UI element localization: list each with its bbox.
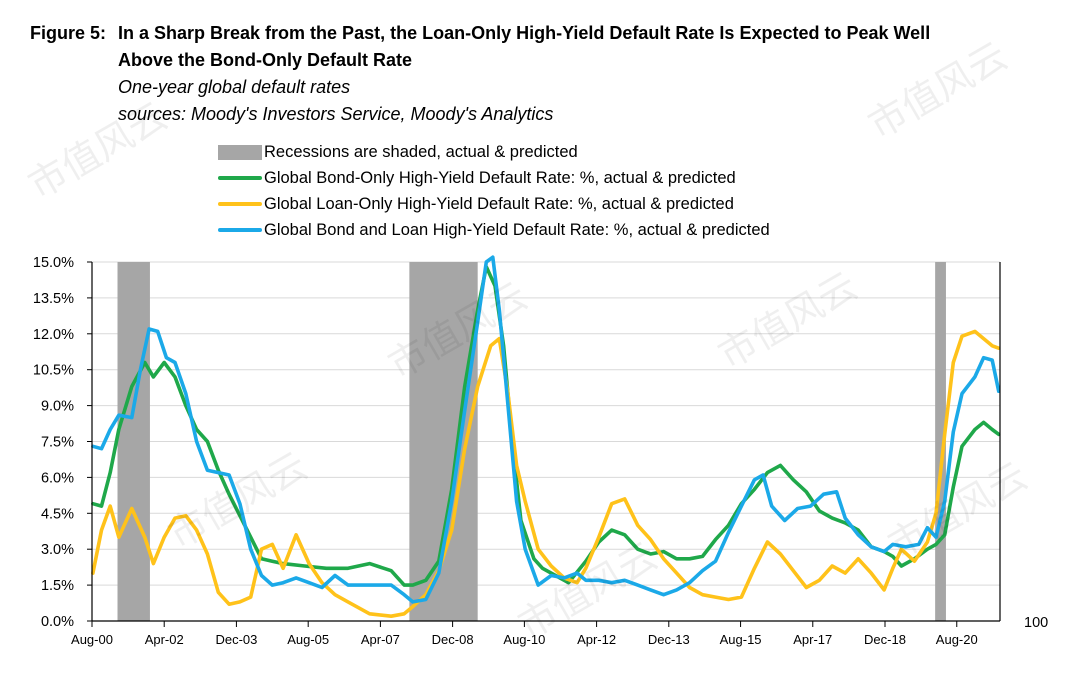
x-tick-label: Aug-15 <box>720 632 762 647</box>
x-tick-label: Aug-05 <box>287 632 329 647</box>
bond-loan-line <box>91 255 1001 604</box>
x-tick-label: Dec-03 <box>215 632 257 647</box>
y-tick-label: 10.5% <box>33 363 74 379</box>
x-tick-label: Apr-07 <box>361 632 400 647</box>
y-tick-label: 3.0% <box>41 542 74 558</box>
figure-title: Figure 5: In a Sharp Break from the Past… <box>30 20 1070 74</box>
x-tick-label: Dec-08 <box>432 632 474 647</box>
legend-item-bond-loan: Global Bond and Loan High-Yield Default … <box>218 217 770 243</box>
y-tick-label: 7.5% <box>41 435 74 451</box>
legend-label-loan-only: Global Loan-Only High-Yield Default Rate… <box>264 194 734 213</box>
legend-label-bond-loan: Global Bond and Loan High-Yield Default … <box>264 220 770 239</box>
right-axis-label: 100 <box>1024 615 1048 631</box>
bond-only-swatch <box>218 176 262 180</box>
x-tick-label: Aug-10 <box>503 632 545 647</box>
loan-only-swatch <box>218 202 262 206</box>
x-tick-label: Apr-12 <box>577 632 616 647</box>
y-tick-label: 9.0% <box>41 399 74 415</box>
x-tick-label: Dec-13 <box>648 632 690 647</box>
x-tick-label: Dec-18 <box>864 632 906 647</box>
series-lines <box>91 255 1001 619</box>
recession-band <box>935 262 946 621</box>
x-tick-label: Apr-17 <box>793 632 832 647</box>
chart-header: Figure 5: In a Sharp Break from the Past… <box>30 20 1070 128</box>
y-tick-label: 12.0% <box>33 327 74 343</box>
y-tick-label: 4.5% <box>41 506 74 522</box>
chart-legend: Recessions are shaded, actual & predicte… <box>218 139 770 243</box>
legend-label-bond-only: Global Bond-Only High-Yield Default Rate… <box>264 168 736 187</box>
chart-sources: sources: Moody's Investors Service, Mood… <box>118 104 554 124</box>
legend-item-recession: Recessions are shaded, actual & predicte… <box>218 139 770 165</box>
recession-swatch <box>218 144 262 160</box>
y-tick-label: 1.5% <box>41 578 74 594</box>
x-tick-label: Aug-00 <box>71 632 113 647</box>
y-tick-label: 15.0% <box>33 255 74 271</box>
loan-only-line <box>91 329 1001 619</box>
chart-subtitle: One-year global default rates <box>118 77 351 97</box>
legend-item-loan-only: Global Loan-Only High-Yield Default Rate… <box>218 191 770 217</box>
legend-label-recession: Recessions are shaded, actual & predicte… <box>264 142 578 161</box>
y-tick-label: 13.5% <box>33 291 74 307</box>
x-tick-label: Apr-02 <box>145 632 184 647</box>
y-tick-label: 0.0% <box>41 614 74 630</box>
figure-title-text: In a Sharp Break from the Past, the Loan… <box>118 23 931 70</box>
axes: 0.0% 1.5% 3.0% 4.5% 6.0% 7.5% 9.0% 10.5% 12.0% 13… <box>33 255 1048 647</box>
bond-loan-swatch <box>218 228 262 232</box>
recession-band <box>117 262 150 621</box>
x-tick-label: Aug-20 <box>936 632 978 647</box>
y-tick-label: 6.0% <box>41 470 74 486</box>
figure-label: Figure 5: <box>30 23 107 43</box>
legend-item-bond-only: Global Bond-Only High-Yield Default Rate… <box>218 165 770 191</box>
